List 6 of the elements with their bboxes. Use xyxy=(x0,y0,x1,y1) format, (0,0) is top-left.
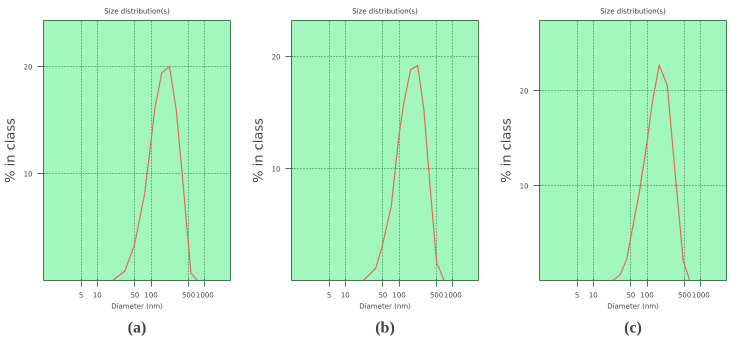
y-axis-title: % in class xyxy=(500,118,515,183)
text: (b) xyxy=(375,320,395,336)
y-axis-title: % in class xyxy=(4,118,19,183)
text: (a) xyxy=(128,320,146,336)
y-axis-title: % in class xyxy=(252,118,267,183)
text: (c) xyxy=(624,320,642,336)
